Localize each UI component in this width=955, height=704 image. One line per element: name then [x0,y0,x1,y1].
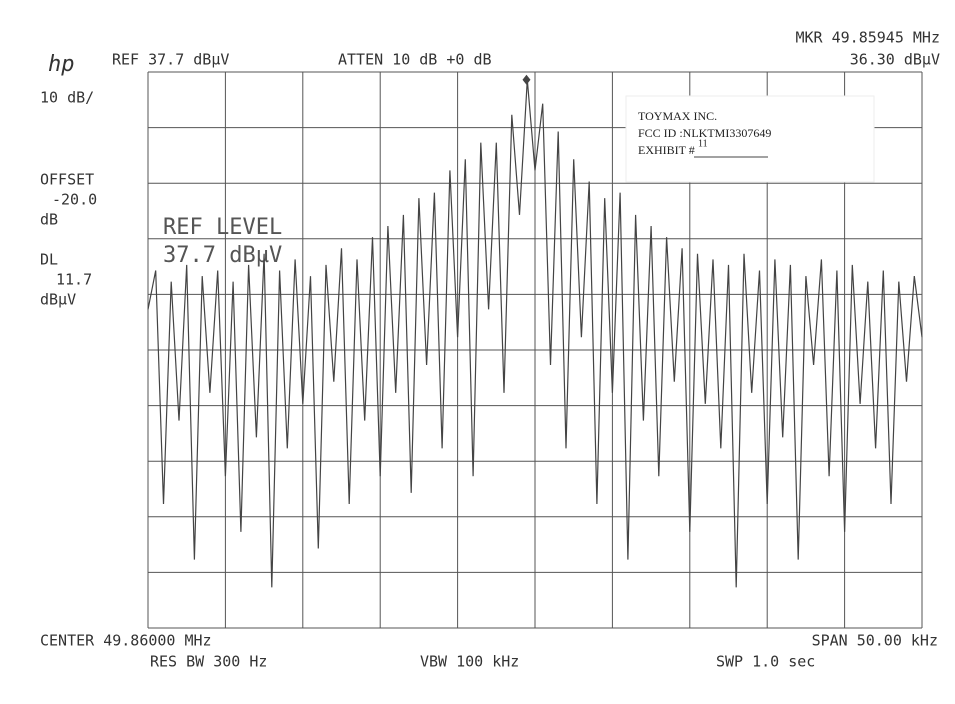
center-frequency: CENTER 49.86000 MHz [40,632,212,650]
scale: 10 dB/ [40,89,94,107]
marker [522,74,531,85]
dl-value: 11.7 [56,271,92,289]
marker-frequency: MKR 49.85945 MHz [796,29,941,47]
stamp-exhibit-label: EXHIBIT # [638,143,695,157]
res-bw: RES BW 300 Hz [150,653,267,671]
ref-text: REF 37.7 dBµV [112,51,229,69]
ref-level-label: REF LEVEL [163,215,282,240]
stamp-fcc-id: FCC ID :NLKTMI3307649 [638,126,771,140]
offset-value: -20.0 [52,191,97,209]
atten-text: ATTEN 10 dB +0 dB [338,51,492,69]
dl-unit: dBµV [40,291,76,309]
span: SPAN 50.00 kHz [812,632,938,650]
sweep: SWP 1.0 sec [716,653,815,671]
spectrum-trace [147,79,923,588]
stamp-exhibit-number: 11 [698,138,708,149]
stamp-company: TOYMAX INC. [638,109,717,123]
vbw: VBW 100 kHz [420,653,519,671]
ref-level-value: 37.7 dBµV [163,243,282,268]
marker-level: 36.30 dBµV [850,51,940,69]
dl-label: DL [40,251,58,269]
trace-layer [147,74,923,588]
offset-unit: dB [40,211,58,229]
offset-label: OFFSET [40,171,94,189]
logo: hp [48,52,75,77]
stamp-box [625,95,875,183]
